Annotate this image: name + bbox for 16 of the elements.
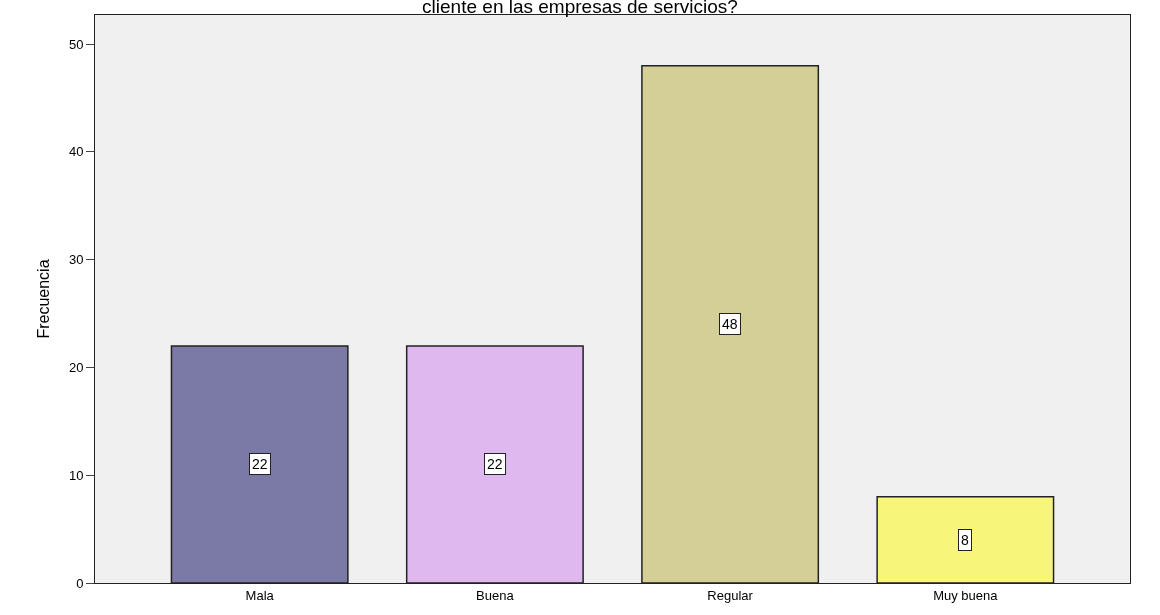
x-tick-label: Buena — [476, 587, 515, 603]
data-label: 48 — [722, 316, 738, 332]
y-axis-title: Frecuencia — [34, 259, 52, 339]
data-label: 22 — [487, 456, 503, 472]
y-tick-label: 10 — [68, 467, 84, 483]
data-label: 8 — [961, 532, 969, 548]
y-tick-label: 30 — [68, 252, 84, 268]
chart-title: cliente en las empresas de servicios? — [422, 0, 738, 18]
y-tick-label: 0 — [76, 575, 84, 591]
y-tick-label: 40 — [68, 144, 84, 160]
x-tick-label: Muy buena — [933, 587, 999, 603]
data-label: 22 — [252, 456, 268, 472]
x-tick-label: Regular — [707, 587, 754, 603]
y-tick-label: 50 — [68, 36, 84, 52]
y-tick-label: 20 — [68, 359, 84, 375]
x-tick-label: Mala — [245, 587, 275, 603]
